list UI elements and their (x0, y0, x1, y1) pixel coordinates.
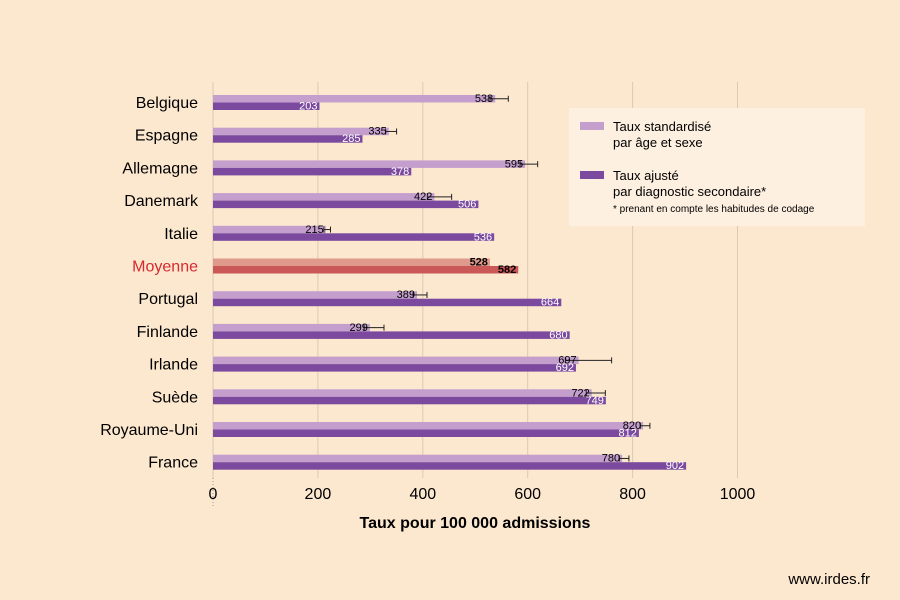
bar-standardized (213, 258, 490, 266)
category-label: Suède (152, 389, 198, 406)
value-label-standardized: 595 (505, 158, 523, 170)
error-bar (564, 357, 613, 364)
category-label: Espagne (135, 128, 198, 145)
legend-note: * prenant en compte les habitudes de cod… (613, 204, 815, 215)
value-label-standardized: 820 (623, 420, 641, 432)
value-label-standardized: 422 (414, 191, 432, 203)
x-tick-labels: 0 200 400 600 800 1000 (209, 486, 756, 503)
error-bar (426, 193, 453, 200)
bar-standardized (213, 454, 623, 463)
category-label: Moyenne (132, 259, 198, 276)
value-label-standardized: 780 (602, 453, 620, 465)
value-label-adjusted: 692 (556, 362, 574, 374)
bar-adjusted (213, 233, 495, 241)
bar-standardized (213, 389, 592, 397)
legend-label-standardized-2: par âge et sexe (613, 135, 703, 150)
category-label: Belgique (136, 95, 198, 112)
bar-standardized (213, 127, 389, 136)
value-label-adjusted: 506 (458, 199, 476, 211)
error-bar (519, 161, 539, 168)
error-bar (585, 390, 606, 397)
value-label-standardized: 722 (571, 387, 589, 399)
value-label-adjusted: 749 (585, 395, 603, 407)
bar-standardized (213, 323, 370, 332)
value-label-standardized: 538 (475, 93, 493, 105)
bar-adjusted (213, 298, 562, 307)
error-bar (618, 455, 630, 462)
bar-standardized (213, 160, 526, 168)
error-bar (639, 422, 651, 429)
error-bar (385, 128, 398, 135)
legend-box (569, 108, 865, 226)
bar-adjusted (213, 167, 412, 176)
x-tick-label: 0 (209, 486, 218, 503)
bar-adjusted (213, 462, 687, 470)
error-bar (412, 291, 428, 298)
value-label-adjusted: 664 (541, 297, 559, 309)
value-label-standardized: 528 (470, 257, 488, 269)
x-tick-label: 400 (409, 486, 436, 503)
value-label-standardized: 335 (368, 126, 386, 138)
error-bar (489, 95, 509, 102)
bar-adjusted (213, 396, 606, 405)
bar-standardized (213, 422, 644, 430)
value-label-adjusted: 582 (498, 264, 516, 276)
legend-swatch-adjusted (580, 171, 604, 179)
bar-standardized (213, 291, 418, 299)
bar-adjusted (213, 102, 320, 110)
bar-standardized (213, 356, 579, 365)
bar-standardized (213, 95, 496, 103)
bars-layer: 538 203 335 285 595 378 422 506 215 536 528 582 389 6… (213, 93, 687, 472)
legend-swatch-standardized (580, 122, 604, 130)
error-bar (323, 226, 331, 233)
bar-adjusted (213, 135, 363, 143)
category-label: Danemark (124, 193, 199, 210)
bar-adjusted (213, 429, 639, 437)
value-label-adjusted: 203 (299, 101, 317, 113)
bar-standardized (213, 193, 435, 201)
value-label-adjusted: 536 (474, 231, 492, 243)
value-label-adjusted: 285 (342, 133, 360, 145)
value-label-adjusted: 378 (391, 166, 409, 178)
category-label: Royaume-Uni (100, 422, 198, 439)
bar-adjusted (213, 331, 570, 339)
x-tick-label: 600 (514, 486, 541, 503)
category-labels: Belgique Espagne Allemagne Danemark Italie Mo… (100, 95, 199, 472)
category-label: France (148, 455, 198, 472)
bar-adjusted (213, 364, 576, 372)
bar-adjusted (213, 200, 479, 209)
x-tick-label: 1000 (720, 486, 756, 503)
category-label: Finlande (137, 324, 198, 341)
legend: Taux standardisé par âge et sexe Taux aj… (569, 108, 865, 226)
bar-adjusted (213, 266, 519, 274)
category-label: Irlande (149, 357, 198, 374)
source-url: www.irdes.fr (787, 571, 870, 588)
error-bar (363, 324, 385, 331)
value-label-adjusted: 812 (619, 428, 637, 440)
x-tick-label: 200 (305, 486, 332, 503)
category-label: Allemagne (122, 160, 198, 177)
value-label-standardized: 697 (558, 355, 576, 367)
value-label-adjusted: 902 (666, 460, 684, 472)
legend-label-standardized-1: Taux standardisé (613, 119, 711, 134)
bar-standardized (213, 225, 326, 234)
x-tick-label: 800 (619, 486, 646, 503)
category-label: Portugal (138, 291, 198, 308)
value-label-adjusted: 680 (549, 329, 567, 341)
value-label-standardized: 389 (397, 289, 415, 301)
legend-label-adjusted-1: Taux ajusté (613, 168, 679, 183)
category-label: Italie (164, 226, 198, 243)
value-label-standardized: 299 (349, 322, 367, 334)
x-axis-label: Taux pour 100 000 admissions (360, 515, 591, 532)
value-label-standardized: 215 (305, 224, 323, 236)
legend-label-adjusted-2: par diagnostic secondaire* (613, 184, 766, 199)
